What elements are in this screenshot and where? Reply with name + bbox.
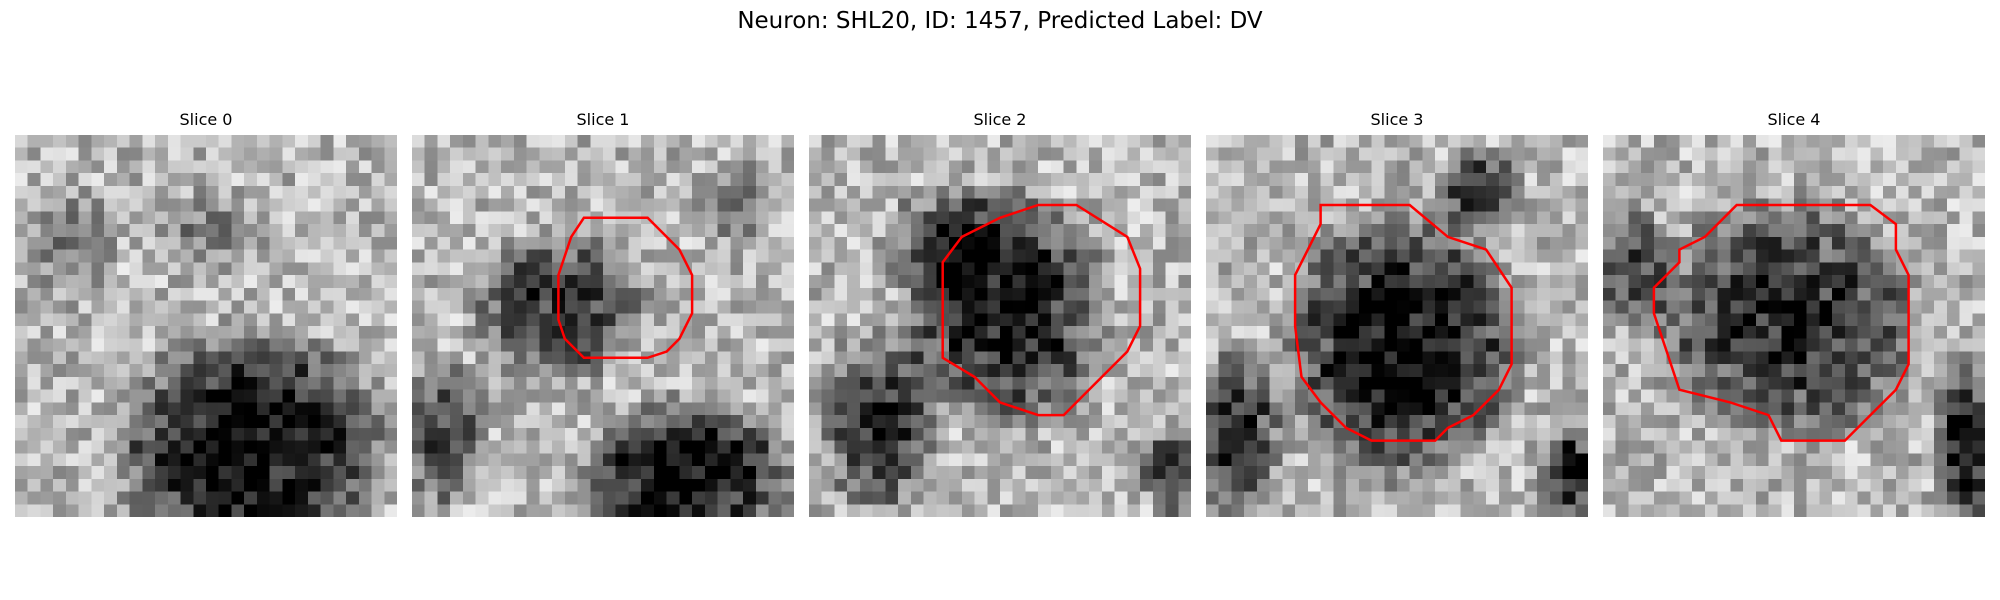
slice-image (1603, 135, 1985, 517)
segmentation-contour (557, 216, 694, 360)
slice-contour-layer (557, 216, 694, 360)
segmentation-contour (1652, 203, 1910, 442)
slice-image (412, 135, 794, 517)
slice-contour-layer (1652, 203, 1910, 442)
slice-image (1206, 135, 1588, 517)
slice-title: Slice 1 (576, 110, 630, 129)
slice-title: Slice 2 (973, 110, 1027, 129)
slice-title: Slice 3 (1370, 110, 1424, 129)
slice-image (809, 135, 1191, 517)
segmentation-contour (1293, 203, 1513, 442)
slice-image (15, 135, 397, 517)
slice-contour-layer (15, 135, 397, 517)
slice-contour-layer (1293, 203, 1513, 442)
slice-title: Slice 0 (179, 110, 233, 129)
slice-contour-layer (941, 203, 1142, 417)
segmentation-contour (941, 203, 1142, 417)
slice-title: Slice 4 (1767, 110, 1821, 129)
figure-title: Neuron: SHL20, ID: 1457, Predicted Label… (737, 8, 1263, 34)
